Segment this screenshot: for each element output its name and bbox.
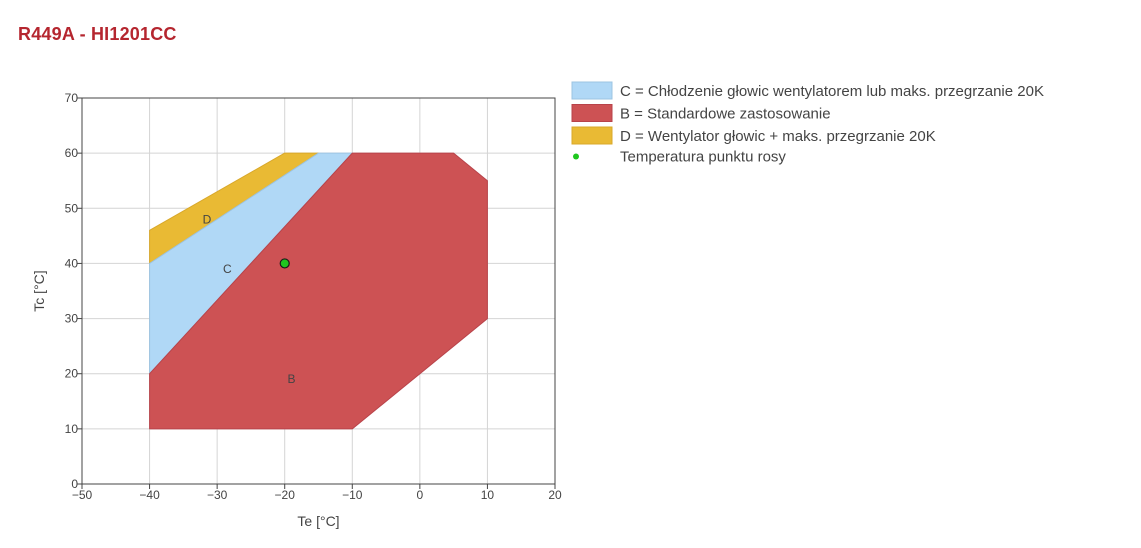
region-label-layer: D C B xyxy=(203,212,296,386)
y-tick-label: 40 xyxy=(65,256,79,270)
region-label-d: D xyxy=(203,212,212,226)
y-tick-label: 70 xyxy=(65,91,79,105)
legend-label-point: Temperatura punktu rosy xyxy=(620,149,786,166)
x-axis-title: Te [°C] xyxy=(297,513,339,529)
y-tick-label: 30 xyxy=(65,312,79,326)
legend: C = Chłodzenie głowic wentylatorem lub m… xyxy=(571,81,1044,166)
legend-swatch-b xyxy=(571,104,613,122)
y-tick-label: 60 xyxy=(65,146,79,160)
x-tick-label: −30 xyxy=(207,488,228,502)
legend-label-c: C = Chłodzenie głowic wentylatorem lub m… xyxy=(620,83,1044,100)
legend-label-d: D = Wentylator głowic + maks. przegrzani… xyxy=(620,128,936,145)
legend-label-b: B = Standardowe zastosowanie xyxy=(620,106,831,123)
x-tick-label: −50 xyxy=(72,488,93,502)
y-tick-label: 20 xyxy=(65,367,79,381)
x-tick-label: 10 xyxy=(481,488,495,502)
dew-point-marker xyxy=(279,258,290,269)
plot-border xyxy=(81,97,556,485)
legend-swatch-point xyxy=(573,153,579,160)
page-title: R449A - HI1201CC xyxy=(18,24,177,44)
legend-swatch-c xyxy=(571,81,613,100)
legend-swatch-d xyxy=(571,126,613,145)
y-tick-label: 50 xyxy=(65,201,79,215)
region-b xyxy=(149,152,488,430)
y-axis-title: Tc [°C] xyxy=(31,270,47,311)
point-layer xyxy=(279,258,290,269)
x-tick-label: −10 xyxy=(342,488,363,502)
plot-frame xyxy=(81,97,556,485)
x-tick-label: −20 xyxy=(275,488,296,502)
region-label-c: C xyxy=(223,262,232,276)
x-tick-label: 0 xyxy=(417,488,424,502)
y-tick-label: 0 xyxy=(71,477,78,491)
region-layer xyxy=(149,152,488,430)
x-tick-label: 20 xyxy=(548,488,562,502)
x-tick-label: −40 xyxy=(139,488,160,502)
y-tick-label: 10 xyxy=(65,422,79,436)
tick-label-layer: −50 −40 −30 −20 −10 0 10 20 0 10 20 30 40 50 60 70 xyxy=(65,91,562,502)
region-label-b: B xyxy=(287,372,295,386)
